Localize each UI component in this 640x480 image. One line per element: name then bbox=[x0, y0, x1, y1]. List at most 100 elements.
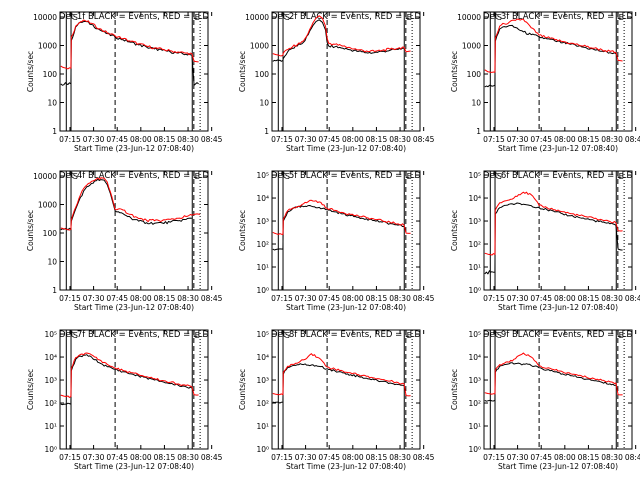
y-tick-label: 10 bbox=[47, 258, 57, 267]
chart-panel-5: Det 5f BLACK = Events, RED = LLD 10⁰ 10¹ 10… bbox=[238, 170, 435, 312]
y-tick-label: 10⁴ bbox=[44, 353, 57, 362]
x-tick-label: 08:30 bbox=[389, 135, 411, 144]
chart-title: Det 2f BLACK = Events, RED = LLD bbox=[271, 12, 421, 22]
chart-panel-4: Det 4f BLACK = Events, RED = LLD 1 10 100 10… bbox=[26, 170, 223, 312]
x-tick-label: 08:15 bbox=[578, 294, 600, 303]
y-tick-label: 10¹ bbox=[256, 263, 269, 272]
series-line-lld bbox=[272, 353, 411, 397]
y-tick-label: 10⁵ bbox=[256, 330, 269, 339]
x-axis-label: Start Time (23-Jun-12 07:08:40) bbox=[498, 462, 618, 471]
y-axis-label: Counts/sec bbox=[450, 369, 459, 410]
plot-frame bbox=[59, 11, 209, 132]
y-tick-label: 10³ bbox=[256, 217, 269, 226]
plot-frame bbox=[483, 170, 633, 291]
x-tick-label: 08:00 bbox=[554, 135, 576, 144]
y-tick-label: 10² bbox=[468, 399, 481, 408]
y-tick-label: 10² bbox=[256, 399, 269, 408]
x-tick-label: 08:45 bbox=[201, 453, 223, 462]
x-axis-label: Start Time (23-Jun-12 07:08:40) bbox=[498, 144, 618, 153]
marker-e: E bbox=[195, 13, 200, 22]
y-tick-label: 10000 bbox=[33, 13, 57, 22]
y-tick-label: 10⁰ bbox=[468, 445, 481, 454]
y-tick-label: 1000 bbox=[462, 42, 481, 51]
x-axis-label: Start Time (23-Jun-12 07:08:40) bbox=[498, 303, 618, 312]
y-tick-label: 10⁴ bbox=[468, 353, 481, 362]
y-axis-label: Counts/sec bbox=[238, 210, 247, 251]
x-tick-label: 07:30 bbox=[507, 453, 529, 462]
x-tick-label: 07:15 bbox=[59, 453, 81, 462]
x-tick-label: 08:00 bbox=[554, 453, 576, 462]
y-axis-label: Counts/sec bbox=[238, 369, 247, 410]
chart-panel-6: Det 6f BLACK = Events, RED = LLD 10⁰ 10¹ 10… bbox=[450, 170, 640, 312]
x-tick-label: 08:15 bbox=[578, 135, 600, 144]
x-tick-label: 08:45 bbox=[625, 135, 640, 144]
y-tick-label: 10 bbox=[471, 99, 481, 108]
x-tick-label: 07:30 bbox=[83, 294, 105, 303]
x-tick-label: 08:00 bbox=[342, 135, 364, 144]
y-tick-label: 10⁰ bbox=[44, 445, 57, 454]
series-line-events bbox=[484, 202, 623, 275]
chart-panel-1: Det 1f BLACK = Events, RED = LLD 1 10 100 10… bbox=[26, 11, 223, 153]
x-tick-label: 08:00 bbox=[130, 294, 152, 303]
marker-s: S bbox=[285, 331, 290, 340]
y-tick-label: 10⁴ bbox=[468, 194, 481, 203]
x-tick-label: 08:15 bbox=[154, 294, 176, 303]
series-line-events bbox=[60, 354, 193, 406]
plot-frame bbox=[59, 329, 209, 450]
marker-e: E bbox=[619, 331, 624, 340]
marker-e: E bbox=[195, 172, 200, 181]
chart-panel-7: Det 7f BLACK = Events, RED = LLD 10⁰ 10¹ 10… bbox=[26, 329, 223, 471]
marker-s: S bbox=[73, 172, 78, 181]
x-tick-label: 07:45 bbox=[530, 294, 552, 303]
x-tick-label: 07:30 bbox=[295, 453, 317, 462]
series-line-events bbox=[272, 19, 404, 62]
x-tick-label: 07:30 bbox=[295, 135, 317, 144]
y-tick-label: 10⁵ bbox=[468, 171, 481, 180]
x-tick-label: 07:45 bbox=[318, 453, 340, 462]
marker-e: E bbox=[195, 331, 200, 340]
series-line-lld bbox=[272, 15, 411, 57]
y-axis-label: Counts/sec bbox=[450, 51, 459, 92]
x-axis-label: Start Time (23-Jun-12 07:08:40) bbox=[286, 303, 406, 312]
x-tick-label: 07:45 bbox=[318, 135, 340, 144]
chart-panel-9: Det 9f BLACK = Events, RED = LLD 10⁰ 10¹ 10… bbox=[450, 329, 640, 471]
x-tick-label: 07:30 bbox=[295, 294, 317, 303]
marker-e: E bbox=[407, 172, 412, 181]
x-axis-label: Start Time (23-Jun-12 07:08:40) bbox=[74, 144, 194, 153]
x-tick-label: 08:00 bbox=[342, 294, 364, 303]
y-tick-label: 10¹ bbox=[256, 422, 269, 431]
y-tick-label: 10¹ bbox=[44, 422, 57, 431]
x-tick-label: 08:30 bbox=[177, 294, 199, 303]
x-axis-label: Start Time (23-Jun-12 07:08:40) bbox=[74, 462, 194, 471]
series-line-events bbox=[484, 24, 617, 88]
x-tick-label: 08:00 bbox=[554, 294, 576, 303]
y-tick-label: 10⁵ bbox=[44, 330, 57, 339]
x-tick-label: 07:15 bbox=[483, 453, 505, 462]
chart-title: Det 8f BLACK = Events, RED = LLD bbox=[271, 330, 421, 340]
y-tick-label: 10 bbox=[259, 99, 269, 108]
x-tick-label: 07:45 bbox=[530, 135, 552, 144]
marker-s: S bbox=[497, 172, 502, 181]
x-tick-label: 07:30 bbox=[507, 135, 529, 144]
y-tick-label: 1 bbox=[264, 127, 269, 136]
x-tick-label: 07:15 bbox=[59, 135, 81, 144]
series-line-lld bbox=[60, 177, 201, 231]
marker-e: E bbox=[619, 172, 624, 181]
y-axis-label: Counts/sec bbox=[238, 51, 247, 92]
y-tick-label: 10⁵ bbox=[256, 171, 269, 180]
y-tick-label: 10000 bbox=[33, 172, 57, 181]
y-tick-label: 1 bbox=[52, 127, 57, 136]
y-tick-label: 1 bbox=[52, 286, 57, 295]
x-tick-label: 07:45 bbox=[530, 453, 552, 462]
y-tick-label: 10⁵ bbox=[468, 330, 481, 339]
y-axis-label: Counts/sec bbox=[26, 51, 35, 92]
series-line-lld bbox=[60, 19, 199, 70]
x-tick-label: 08:30 bbox=[601, 453, 623, 462]
x-tick-label: 08:00 bbox=[342, 453, 364, 462]
x-tick-label: 08:30 bbox=[601, 294, 623, 303]
y-tick-label: 10² bbox=[44, 399, 57, 408]
x-tick-label: 08:15 bbox=[154, 135, 176, 144]
y-tick-label: 10¹ bbox=[468, 422, 481, 431]
chart-title: Det 6f BLACK = Events, RED = LLD bbox=[483, 171, 633, 181]
